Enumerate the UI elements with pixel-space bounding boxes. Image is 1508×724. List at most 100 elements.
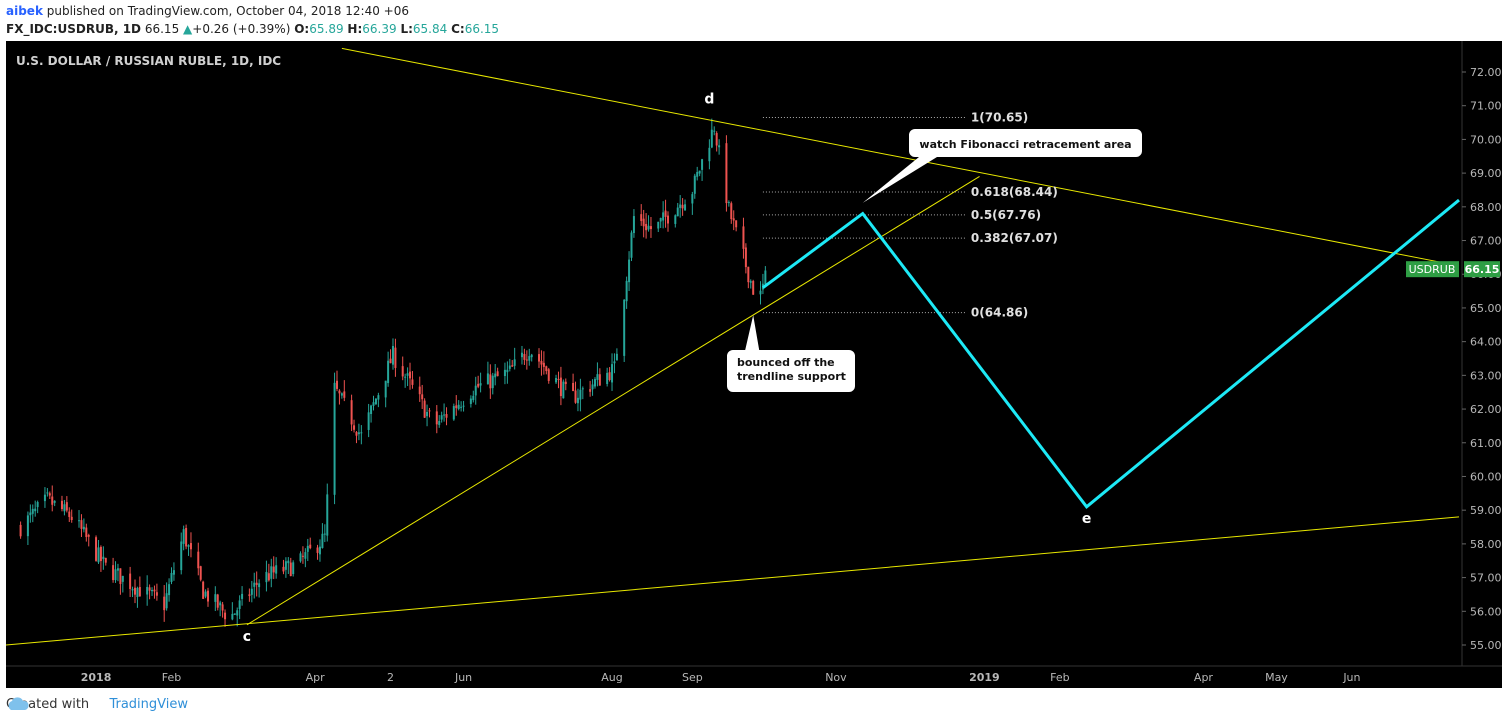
ohlc-line: FX_IDC:USDRUB, 1D 66.15 ▲+0.26 (+0.39%) … xyxy=(6,22,499,36)
y-tick-label: 68.00 xyxy=(1470,201,1502,214)
candle-body xyxy=(513,359,516,366)
candle-body xyxy=(611,364,614,383)
candle-body xyxy=(119,568,122,584)
x-tick-label: 2019 xyxy=(969,671,1000,684)
y-tick-label: 59.00 xyxy=(1470,504,1502,517)
candle-body xyxy=(632,216,635,234)
candle-body xyxy=(630,232,633,258)
candle-body xyxy=(742,226,745,249)
y-tick-label: 55.00 xyxy=(1470,639,1502,652)
candle-body xyxy=(236,610,239,616)
candle-body xyxy=(623,299,626,356)
candle-body xyxy=(148,587,151,591)
candle-body xyxy=(151,589,154,592)
candle-body xyxy=(684,204,687,211)
candle-body xyxy=(299,553,302,562)
candle-body xyxy=(197,551,200,569)
candle-body xyxy=(238,600,241,609)
candle-body xyxy=(662,212,665,221)
candle-body xyxy=(477,383,480,387)
close-label: C: xyxy=(451,22,465,36)
candle-body xyxy=(189,543,192,550)
candle-body xyxy=(87,535,90,537)
candle-body xyxy=(713,130,716,132)
trendline-upper xyxy=(341,47,1460,267)
candle-body xyxy=(163,596,166,611)
candle-body xyxy=(304,552,307,559)
candle-body xyxy=(253,582,256,587)
candle-body xyxy=(377,395,380,400)
candle-body xyxy=(579,389,582,400)
candle-body xyxy=(557,378,560,380)
callout-bounce-text: trendline support xyxy=(737,370,846,383)
candle-body xyxy=(272,566,275,573)
candle-body xyxy=(608,372,611,381)
price-change: +0.26 (+0.39%) xyxy=(192,22,291,36)
candle-body xyxy=(326,494,329,536)
candle-body xyxy=(112,565,115,581)
callout-fibonacci-text: watch Fibonacci retracement area xyxy=(919,138,1131,151)
candle-body xyxy=(34,508,37,512)
candle-body xyxy=(202,581,205,599)
candle-body xyxy=(270,566,273,579)
candle-body xyxy=(31,508,34,514)
y-tick-label: 67.00 xyxy=(1470,235,1502,248)
fib-level-label: 0.382(67.07) xyxy=(971,231,1058,245)
candle-body xyxy=(170,572,173,582)
y-tick-label: 62.00 xyxy=(1470,403,1502,416)
candle-body xyxy=(387,360,390,384)
candle-body xyxy=(581,388,584,390)
candle-body xyxy=(95,537,98,561)
publish-info: published on TradingView.com, October 04… xyxy=(46,4,409,18)
candle-body xyxy=(187,545,190,547)
candle-body xyxy=(596,374,599,380)
candle-body xyxy=(63,504,66,512)
candle-body xyxy=(401,366,404,377)
chart-header: aibek published on TradingView.com, Octo… xyxy=(6,0,1502,40)
candle-body xyxy=(530,354,533,358)
candle-body xyxy=(43,494,46,502)
candle-body xyxy=(36,502,39,508)
candle-body xyxy=(129,573,132,589)
fib-level-label: 0(64.86) xyxy=(971,306,1028,320)
candle-body xyxy=(457,404,460,409)
candle-body xyxy=(708,147,711,162)
candle-body xyxy=(384,380,387,398)
x-tick-label: Feb xyxy=(162,671,181,684)
candle-body xyxy=(718,145,721,148)
candle-body xyxy=(248,594,251,596)
author-link[interactable]: aibek xyxy=(6,4,43,18)
candle-body xyxy=(48,493,51,496)
candle-body xyxy=(219,602,222,606)
up-arrow-icon: ▲ xyxy=(183,22,193,36)
callout-bounce xyxy=(727,315,855,392)
trendline-lower xyxy=(6,516,1460,646)
candle-body xyxy=(53,500,56,503)
open-value: 65.89 xyxy=(309,22,344,36)
candle-body xyxy=(593,379,596,387)
footer: Created with TradingView xyxy=(6,697,188,717)
tradingview-brand-link[interactable]: TradingView xyxy=(109,697,188,712)
candle-body xyxy=(428,410,431,412)
y-tick-label: 64.00 xyxy=(1470,336,1502,349)
candle-body xyxy=(287,560,290,564)
candle-body xyxy=(598,374,601,386)
candle-body xyxy=(664,210,667,217)
candle-body xyxy=(435,411,438,425)
candle-body xyxy=(659,218,662,222)
candle-body xyxy=(133,587,136,595)
candle-body xyxy=(404,376,407,378)
candle-body xyxy=(479,383,482,386)
chart-canvas[interactable]: 72.0071.0070.0069.0068.0067.0066.0065.00… xyxy=(6,41,1502,688)
candle-body xyxy=(674,215,677,224)
candle-body xyxy=(547,369,550,381)
x-tick-label: Apr xyxy=(306,671,326,684)
candle-body xyxy=(508,365,511,369)
candle-body xyxy=(26,515,29,537)
candle-body xyxy=(168,584,171,596)
candle-body xyxy=(292,562,295,575)
candle-body xyxy=(649,226,652,230)
chart-area[interactable]: 72.0071.0070.0069.0068.0067.0066.0065.00… xyxy=(6,41,1502,688)
candle-body xyxy=(496,371,499,377)
candle-body xyxy=(764,270,767,285)
